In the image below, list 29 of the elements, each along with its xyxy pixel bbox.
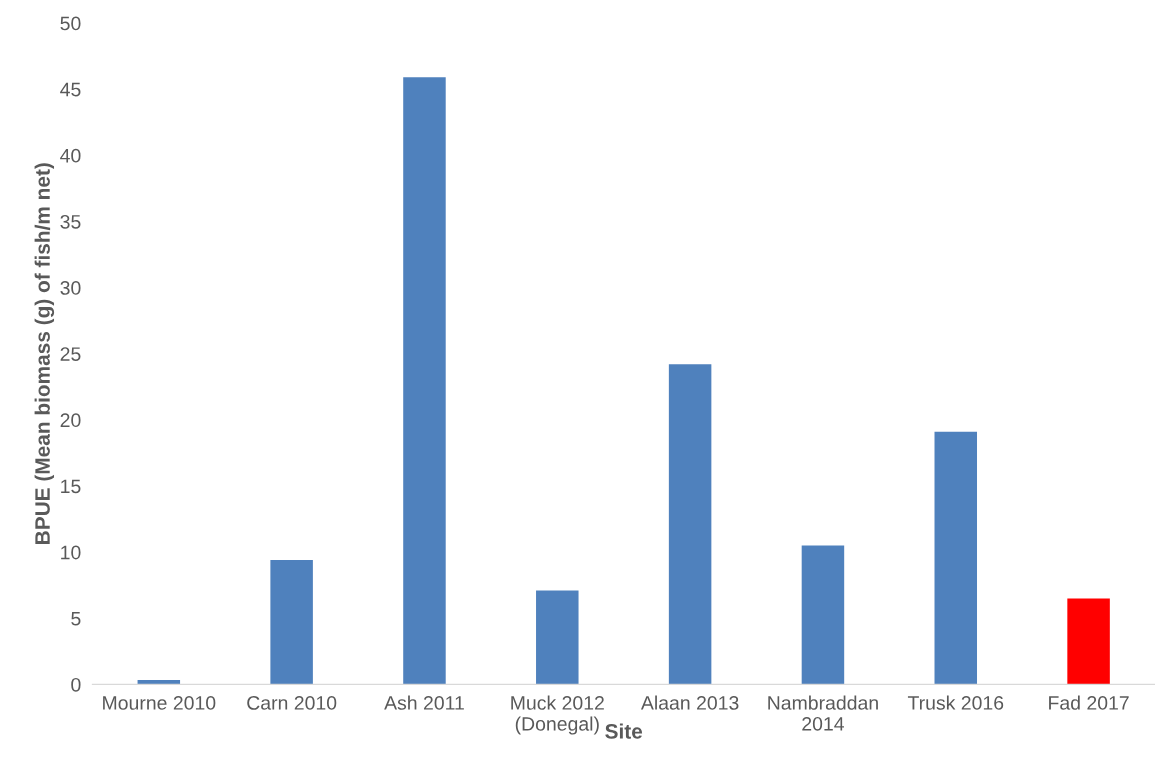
y-tick-label: 40 bbox=[60, 148, 81, 163]
bar bbox=[403, 77, 446, 685]
bar bbox=[137, 680, 181, 685]
bar bbox=[1067, 598, 1110, 685]
y-tick-label: 5 bbox=[71, 611, 81, 626]
y-tick-label: 25 bbox=[60, 347, 81, 361]
y-tick-label: 20 bbox=[60, 413, 81, 428]
bar bbox=[536, 590, 579, 685]
y-tick-label: 10 bbox=[61, 545, 81, 560]
x-tick-label: Fad 2017 bbox=[1049, 695, 1129, 710]
y-tick-label: 0 bbox=[71, 677, 81, 692]
x-tick-label: Trusk 2016 bbox=[907, 695, 1004, 710]
y-tick-label: 30 bbox=[60, 281, 81, 295]
x-axis-title: Site bbox=[605, 723, 643, 739]
y-tick-label: 35 bbox=[60, 214, 81, 229]
y-axis-title: BPUE (Mean biomass (g) of fish/m net) bbox=[34, 163, 55, 544]
x-tick-label: Alaan 2013 bbox=[640, 695, 739, 710]
y-tick-label: 15 bbox=[61, 479, 81, 494]
x-tick-label: Carn 2010 bbox=[247, 696, 337, 710]
x-tick-label: Mourne 2010 bbox=[103, 696, 216, 710]
x-tick-label: Ash 2011 bbox=[384, 695, 464, 710]
bar bbox=[801, 545, 845, 685]
bar bbox=[270, 560, 313, 685]
bar bbox=[934, 431, 978, 685]
x-tick-label: Muck 2012 (Donegal) bbox=[511, 695, 604, 735]
bar bbox=[668, 364, 712, 685]
x-tick-label: Nambraddan 2014 bbox=[768, 695, 878, 731]
y-tick-label: 50 bbox=[60, 16, 81, 31]
y-tick-label: 45 bbox=[60, 82, 81, 97]
